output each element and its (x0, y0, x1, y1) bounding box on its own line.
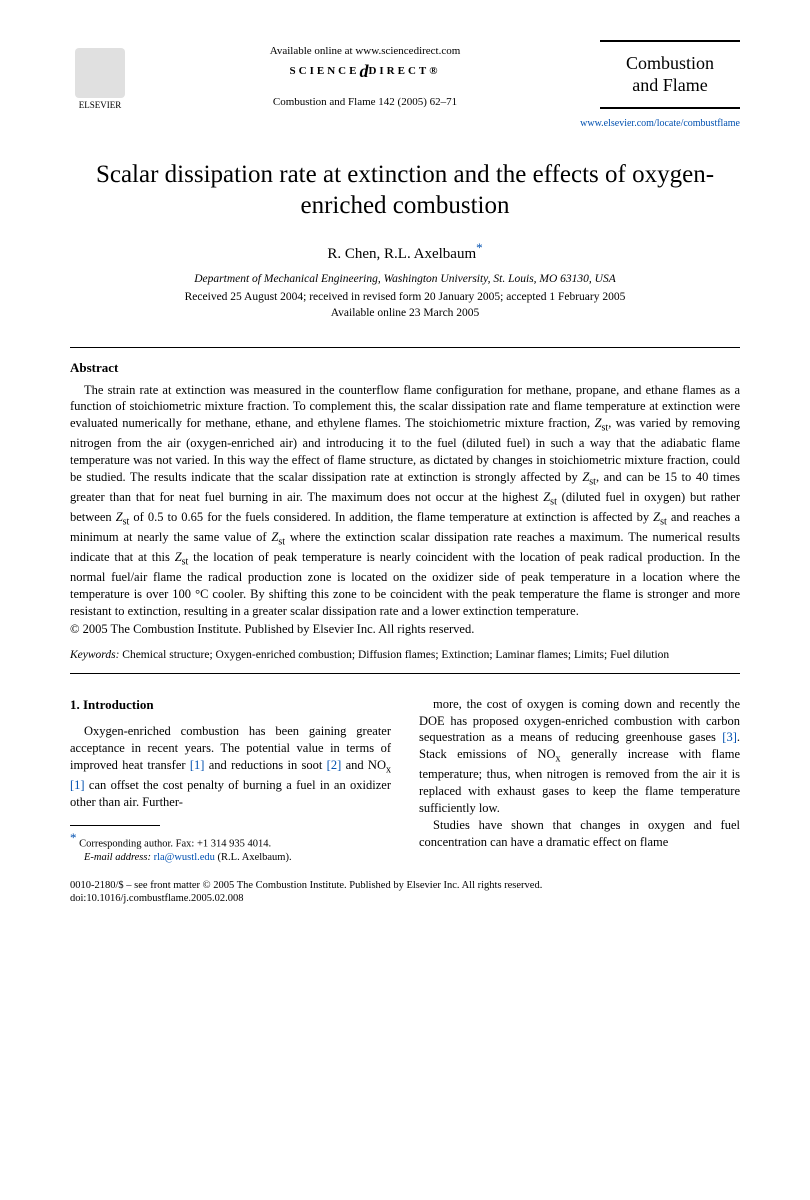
abstract-heading: Abstract (70, 360, 740, 376)
paper-page: ELSEVIER Available online at www.science… (0, 0, 810, 936)
abstract-body: The strain rate at extinction was measur… (70, 382, 740, 620)
journal-block: Combustion and Flame (600, 40, 740, 109)
journal-name-2: and Flame (626, 75, 714, 97)
journal-name-1: Combustion (626, 53, 714, 75)
keywords-text: Chemical structure; Oxygen-enriched comb… (119, 649, 669, 661)
keywords-label: Keywords: (70, 649, 119, 661)
footer-block: 0010-2180/$ – see front matter © 2005 Th… (70, 879, 740, 906)
footnote-email[interactable]: rla@wustl.edu (154, 852, 215, 863)
available-online-text: Available online at www.sciencedirect.co… (130, 45, 600, 57)
journal-title-box: Combustion and Flame (600, 40, 740, 109)
footnote-email-name: (R.L. Axelbaum). (218, 852, 292, 863)
sd-left: SCIENCE (290, 65, 360, 77)
footnote-block: * Corresponding author. Fax: +1 314 935 … (70, 830, 391, 865)
citation-text: Combustion and Flame 142 (2005) 62–71 (130, 96, 600, 108)
sd-right: DIRECT® (368, 65, 440, 77)
intro-para-2: more, the cost of oxygen is coming down … (419, 696, 740, 817)
two-column-body: 1. Introduction Oxygen-enriched combusti… (70, 696, 740, 865)
ref-1b[interactable]: [1] (70, 778, 85, 792)
affiliation-text: Department of Mechanical Engineering, Wa… (70, 273, 740, 285)
intro-para-3: Studies have shown that changes in oxyge… (419, 817, 740, 851)
left-column: 1. Introduction Oxygen-enriched combusti… (70, 696, 391, 865)
divider-top (70, 347, 740, 348)
divider-bottom (70, 673, 740, 674)
right-column: more, the cost of oxygen is coming down … (419, 696, 740, 865)
ref-2[interactable]: [2] (327, 758, 342, 772)
footnote-star-icon: * (70, 830, 77, 845)
authors-text: R. Chen, R.L. Axelbaum (327, 246, 476, 262)
footer-line-1: 0010-2180/$ – see front matter © 2005 Th… (70, 879, 740, 893)
sciencedirect-logo: SCIENCEdDIRECT® (130, 61, 600, 82)
publisher-name: ELSEVIER (79, 100, 122, 110)
footnote-separator (70, 825, 160, 826)
footer-line-2: doi:10.1016/j.combustflame.2005.02.008 (70, 892, 740, 906)
intro-para-1: Oxygen-enriched combustion has been gain… (70, 723, 391, 811)
authors-line: R. Chen, R.L. Axelbaum* (70, 240, 740, 263)
intro-heading: 1. Introduction (70, 696, 391, 714)
publisher-logo: ELSEVIER (70, 40, 130, 110)
copyright-line: © 2005 The Combustion Institute. Publish… (70, 622, 740, 637)
keywords-block: Keywords: Chemical structure; Oxygen-enr… (70, 647, 740, 663)
footnote-corresponding: Corresponding author. Fax: +1 314 935 40… (79, 838, 271, 849)
ref-3[interactable]: [3] (722, 730, 737, 744)
available-online-date: Available online 23 March 2005 (70, 307, 740, 319)
center-header: Available online at www.sciencedirect.co… (130, 40, 600, 108)
header-row: ELSEVIER Available online at www.science… (70, 40, 740, 110)
journal-url-link[interactable]: www.elsevier.com/locate/combustflame (70, 118, 740, 129)
footnote-email-label: E-mail address: (84, 852, 151, 863)
paper-title: Scalar dissipation rate at extinction an… (90, 159, 720, 222)
footnote-line-1: * Corresponding author. Fax: +1 314 935 … (70, 830, 391, 851)
corresponding-star-icon: * (476, 240, 483, 255)
received-dates: Received 25 August 2004; received in rev… (70, 291, 740, 303)
ref-1a[interactable]: [1] (190, 758, 205, 772)
footnote-line-2: E-mail address: rla@wustl.edu (R.L. Axel… (70, 851, 391, 865)
elsevier-tree-icon (75, 48, 125, 98)
